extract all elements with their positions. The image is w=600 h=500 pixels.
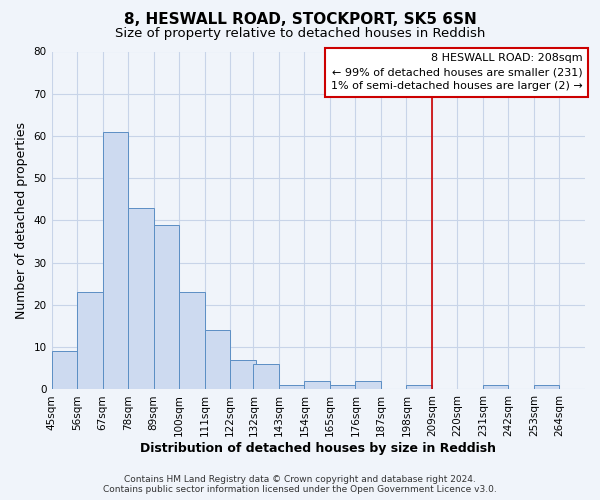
Bar [304,381,330,390]
Text: 8, HESWALL ROAD, STOCKPORT, SK5 6SN: 8, HESWALL ROAD, STOCKPORT, SK5 6SN [124,12,476,28]
Bar [406,385,432,390]
Bar [230,360,256,390]
Bar [179,292,205,390]
Bar [52,352,77,390]
Bar [77,292,103,390]
Bar [253,364,279,390]
Text: Size of property relative to detached houses in Reddish: Size of property relative to detached ho… [115,28,485,40]
X-axis label: Distribution of detached houses by size in Reddish: Distribution of detached houses by size … [140,442,496,455]
Bar [205,330,230,390]
Bar [355,381,381,390]
Text: Contains HM Land Registry data © Crown copyright and database right 2024.
Contai: Contains HM Land Registry data © Crown c… [103,474,497,494]
Bar [154,224,179,390]
Bar [128,208,154,390]
Y-axis label: Number of detached properties: Number of detached properties [15,122,28,319]
Bar [534,385,559,390]
Bar [483,385,508,390]
Bar [103,132,128,390]
Text: 8 HESWALL ROAD: 208sqm
← 99% of detached houses are smaller (231)
1% of semi-det: 8 HESWALL ROAD: 208sqm ← 99% of detached… [331,53,583,91]
Bar [279,385,304,390]
Bar [330,385,355,390]
